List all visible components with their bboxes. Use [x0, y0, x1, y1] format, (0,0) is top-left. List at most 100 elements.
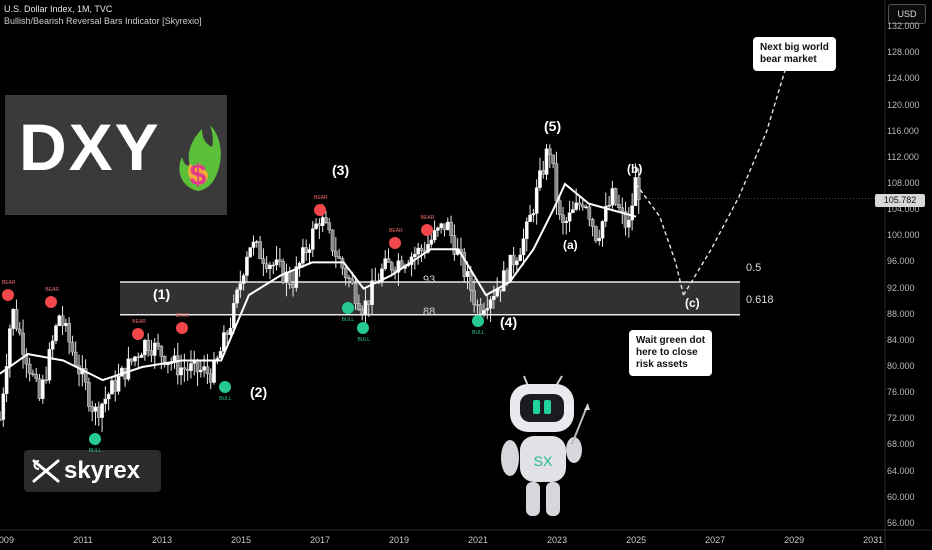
candle-body — [278, 259, 282, 262]
logo-ticker: DXY — [19, 110, 161, 184]
candle-body — [531, 213, 536, 216]
candle-body — [57, 315, 62, 326]
candle-body — [310, 228, 315, 250]
candle-body — [478, 304, 483, 315]
candle-body — [264, 263, 269, 269]
bear-signal-dot — [389, 236, 402, 249]
bull-signal-dot — [219, 380, 232, 393]
candle-body — [251, 241, 256, 248]
dxy-logo: DXY $ — [5, 95, 227, 215]
candle-body — [195, 359, 200, 373]
candle-body — [156, 342, 160, 347]
candle-body — [70, 341, 75, 353]
y-tick-label: 56.000 — [887, 517, 915, 528]
candle-body — [212, 361, 216, 383]
candle-body — [116, 376, 121, 392]
candle-body — [524, 221, 529, 239]
candle-body — [429, 239, 434, 245]
candle-body — [617, 204, 621, 209]
candle-body — [607, 204, 611, 207]
candle-body — [11, 309, 15, 329]
candle-body — [139, 354, 144, 358]
wave-5-label: (5) — [544, 118, 562, 134]
candle-body — [304, 247, 308, 253]
candle-body — [320, 217, 325, 226]
candle-body — [126, 358, 131, 380]
candle-body — [347, 277, 351, 280]
bear-signal-tag: BEAR — [45, 286, 59, 293]
zone-top-label: 93 — [423, 274, 436, 286]
candle-body — [584, 206, 588, 208]
candle-body — [274, 259, 279, 266]
candle-body — [106, 393, 111, 400]
candle-body — [54, 325, 58, 342]
candle-body — [413, 253, 417, 257]
candle-body — [268, 264, 272, 269]
candle-body — [248, 247, 253, 258]
x-tick-label: 2029 — [784, 535, 805, 545]
candle-body — [238, 283, 243, 291]
candle-body — [179, 367, 183, 376]
candle-body — [488, 299, 493, 309]
candle-body — [31, 373, 35, 375]
candle-body — [548, 148, 552, 155]
bull-signal-tag: BULL — [219, 395, 232, 402]
bear-signal-tag: BEAR — [175, 312, 190, 319]
bear-market-callout[interactable]: Next big world bear market — [753, 37, 836, 71]
green-dot-callout[interactable]: Wait green dot here to close risk assets — [629, 330, 713, 376]
candle-body — [324, 217, 328, 223]
candle-body — [90, 406, 94, 412]
candle-body — [222, 332, 226, 352]
candle-body — [294, 266, 299, 288]
candle-body — [343, 268, 348, 279]
candle-body — [113, 380, 118, 392]
support-zone — [120, 282, 740, 315]
y-tick-label: 108.000 — [887, 177, 920, 188]
wave-2-label: (2) — [250, 384, 268, 400]
candle-body — [541, 170, 546, 175]
candle-body — [557, 200, 562, 216]
x-tick-label: 2009 — [0, 535, 14, 545]
y-tick-label: 112.000 — [887, 151, 919, 162]
bear-signal-tag: BEAR — [389, 227, 403, 234]
candle-body — [317, 223, 322, 226]
wave-b-label: (b) — [627, 162, 643, 176]
candle-body — [620, 207, 625, 212]
candle-body — [534, 187, 539, 214]
candle-body — [452, 235, 457, 255]
candle-body — [465, 271, 470, 277]
x-tick-label: 2011 — [73, 535, 93, 545]
candle-body — [258, 241, 262, 259]
callout-bottom-line-2: here to close — [636, 347, 698, 358]
candle-body — [445, 221, 450, 231]
y-tick-label: 60.000 — [887, 491, 915, 502]
bear-signal-dot — [132, 328, 145, 341]
symbol-title[interactable]: U.S. Dollar Index, 1M, TVC — [4, 4, 113, 14]
wave-1-label: (1) — [153, 286, 171, 302]
candle-body — [472, 290, 476, 305]
bull-signal-dot — [472, 315, 485, 328]
candle-body — [146, 339, 150, 351]
y-tick-label: 116.000 — [887, 125, 919, 136]
candle-body — [291, 284, 295, 288]
indicator-title[interactable]: Bullish/Bearish Reversal Bars Indicator … — [4, 16, 202, 26]
candle-body — [469, 271, 473, 291]
y-tick-label: 84.000 — [887, 334, 915, 345]
candle-body — [554, 163, 559, 201]
callout-top-line-1: Next big world — [760, 42, 829, 53]
candle-body — [231, 302, 236, 329]
callout-bottom-line-1: Wait green dot — [636, 335, 706, 346]
candle-body — [515, 260, 519, 266]
candle-body — [636, 177, 641, 201]
candle-body — [577, 202, 582, 206]
candle-body — [492, 295, 496, 300]
candle-body — [571, 209, 575, 213]
candle-body — [301, 247, 305, 264]
candle-body — [600, 221, 605, 239]
wave-c-label: (c) — [685, 296, 700, 310]
x-tick-label: 2025 — [626, 535, 647, 545]
last-price-label: 105.782 — [875, 194, 925, 207]
candle-body — [245, 256, 249, 276]
currency-button[interactable]: USD — [888, 4, 926, 24]
